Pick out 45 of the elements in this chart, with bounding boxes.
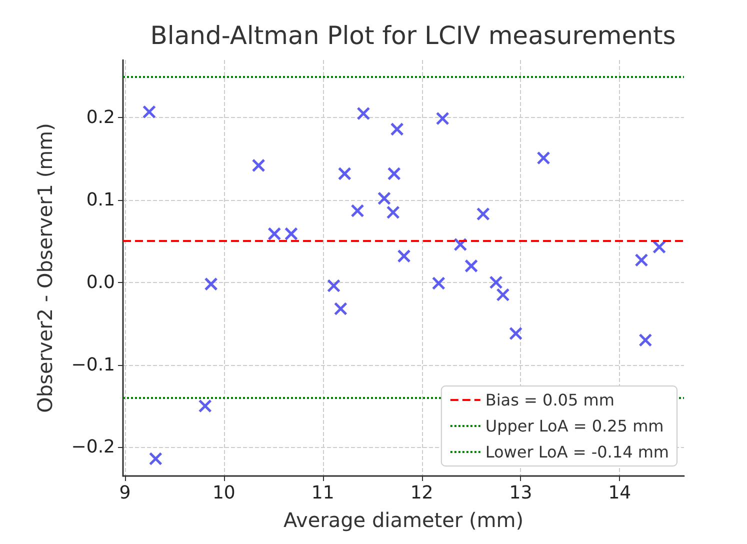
point — [377, 192, 391, 206]
point — [350, 204, 364, 218]
y-tick-label: 0.2 — [86, 107, 115, 128]
x-tick-label: 14 — [608, 482, 632, 504]
legend-label: Bias = 0.05 mm — [485, 390, 614, 410]
point — [432, 276, 446, 290]
point — [536, 151, 550, 165]
point — [252, 158, 266, 172]
point — [489, 276, 503, 290]
legend-label: Lower LoA = -0.14 mm — [485, 442, 670, 462]
point — [204, 277, 218, 291]
point — [268, 227, 282, 241]
point — [284, 227, 298, 241]
y-tick-label: 0.1 — [86, 190, 115, 211]
point — [356, 106, 370, 120]
point — [464, 259, 478, 273]
legend-label: Upper LoA = 0.25 mm — [485, 416, 664, 436]
point — [496, 288, 510, 302]
point — [334, 302, 348, 316]
point — [386, 206, 400, 220]
point — [397, 249, 411, 263]
x-tick-label: 10 — [212, 482, 236, 504]
y-axis-title: Observer2 - Observer1 (mm) — [33, 123, 57, 413]
y-tick-label: −0.2 — [71, 436, 115, 458]
x-tick-label: 11 — [311, 482, 334, 504]
point — [638, 333, 652, 347]
chart-title: Bland-Altman Plot for LCIV measurements — [150, 21, 676, 50]
y-tick-label: −0.1 — [71, 354, 115, 376]
point — [509, 326, 523, 340]
point — [338, 166, 352, 180]
point — [390, 122, 404, 136]
y-tick-label: 0.0 — [86, 272, 115, 293]
point — [148, 452, 162, 466]
point — [387, 166, 401, 180]
point — [476, 207, 490, 221]
point — [634, 253, 648, 267]
x-tick-label: 9 — [119, 482, 131, 504]
x-tick-label: 13 — [509, 482, 532, 504]
point — [652, 240, 666, 254]
point — [326, 278, 340, 292]
point — [198, 399, 212, 413]
point — [142, 105, 156, 119]
x-tick-label: 12 — [410, 482, 434, 504]
x-axis-title: Average diameter (mm) — [283, 508, 524, 532]
point — [436, 112, 450, 126]
